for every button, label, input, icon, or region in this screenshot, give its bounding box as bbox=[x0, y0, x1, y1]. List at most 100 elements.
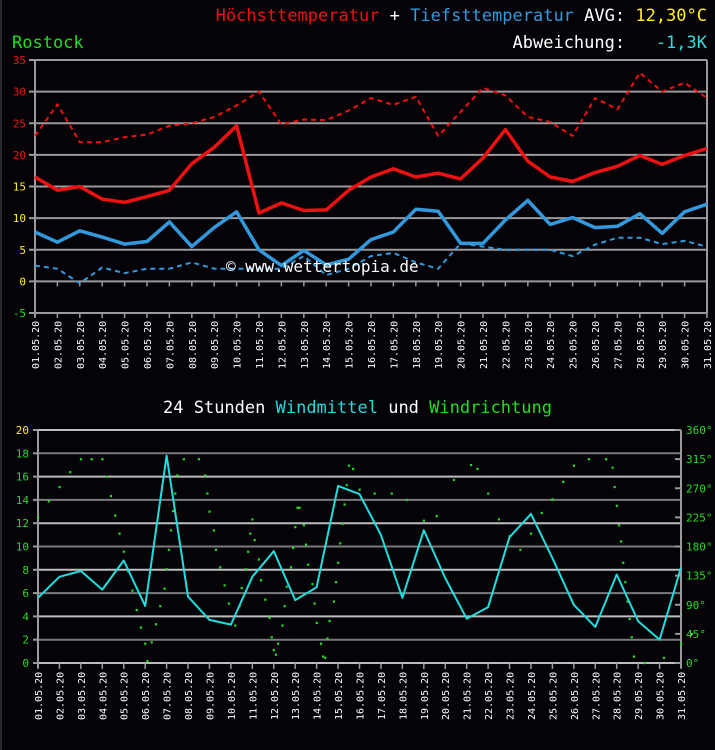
wind-direction-dot bbox=[519, 548, 522, 551]
x-tick-label: 29.05.20 bbox=[658, 321, 669, 369]
y-tick-label: 25 bbox=[13, 117, 26, 130]
y-right-tick-label: 270° bbox=[686, 482, 713, 495]
series-line bbox=[34, 198, 708, 268]
x-tick-label: 27.05.20 bbox=[613, 321, 624, 369]
tmin-legend: Tiefsttemperatur bbox=[410, 6, 574, 26]
x-tick-label: 07.05.20 bbox=[163, 672, 174, 720]
x-tick-label: 09.05.20 bbox=[205, 672, 216, 720]
x-tick-label: 27.05.20 bbox=[591, 672, 602, 720]
y-tick-label: 30 bbox=[13, 86, 26, 99]
y-tick-label: 35 bbox=[13, 54, 26, 67]
wind-direction-dot bbox=[319, 642, 323, 645]
wind-direction-dot bbox=[358, 488, 361, 491]
y-tick-label: 14 bbox=[16, 494, 30, 507]
y-tick-label: 0 bbox=[22, 657, 29, 670]
x-tick-label: 10.05.20 bbox=[227, 672, 238, 720]
avg-value: 12,30°C bbox=[635, 6, 707, 26]
wind-direction-dot bbox=[206, 492, 209, 495]
wind-direction-dot bbox=[283, 605, 286, 608]
tmax-legend: Höchsttemperatur bbox=[215, 6, 380, 26]
chart-title-wind: 24 Stunden Windmittel und Windrichtung bbox=[0, 398, 715, 418]
x-tick-label: 18.05.20 bbox=[412, 321, 423, 369]
wind-title-prefix: 24 Stunden bbox=[163, 398, 276, 418]
x-tick-label: 29.05.20 bbox=[634, 672, 645, 720]
x-tick-label: 17.05.20 bbox=[389, 321, 400, 369]
wind-direction-dot bbox=[227, 602, 230, 605]
wind-direction-dot bbox=[343, 503, 346, 506]
wind-direction-dot bbox=[244, 568, 248, 571]
x-tick-label: 30.05.20 bbox=[656, 672, 667, 720]
x-tick-label: 11.05.20 bbox=[248, 672, 259, 720]
wind-direction-dot bbox=[122, 550, 125, 553]
wind-direction-dot bbox=[307, 563, 310, 566]
x-tick-label: 28.05.20 bbox=[636, 321, 647, 369]
wind-direction-dot bbox=[69, 471, 72, 474]
series-line-dashed bbox=[34, 71, 708, 144]
wind-direction-dot bbox=[311, 583, 314, 586]
y-tick-label: 18 bbox=[16, 447, 29, 460]
x-tick-label: 12.05.20 bbox=[277, 321, 288, 369]
y-tick-label: 0 bbox=[19, 275, 26, 288]
series-line bbox=[34, 124, 708, 215]
wind-direction-dot bbox=[176, 474, 179, 477]
x-tick-label: 22.05.20 bbox=[484, 672, 495, 720]
wind-direction-dot bbox=[197, 458, 200, 461]
x-tick-label: 22.05.20 bbox=[501, 321, 512, 369]
wind-direction-dot bbox=[347, 464, 350, 467]
x-tick-label: 18.05.20 bbox=[398, 672, 409, 720]
wind-direction-dot bbox=[390, 492, 393, 495]
x-tick-label: 08.05.20 bbox=[188, 321, 199, 369]
x-tick-label: 14.05.20 bbox=[313, 672, 324, 720]
y-right-tick-label: 360° bbox=[686, 424, 713, 437]
wind-direction-dot bbox=[90, 458, 93, 461]
wind-direction-dot bbox=[253, 539, 256, 542]
wind-direction-dot bbox=[169, 529, 173, 532]
x-tick-label: 09.05.20 bbox=[210, 321, 221, 369]
wind-direction-dot bbox=[352, 467, 355, 471]
x-tick-label: 04.05.20 bbox=[98, 321, 109, 369]
wind-direction-dot bbox=[345, 484, 348, 487]
wind-direction-dot bbox=[223, 584, 226, 587]
wind-direction-dot bbox=[435, 515, 438, 518]
wind-direction-dot bbox=[285, 585, 288, 588]
wind-direction-dot bbox=[159, 605, 162, 608]
wind-direction-dot bbox=[264, 598, 267, 601]
x-tick-label: 25.05.20 bbox=[569, 321, 580, 369]
x-tick-label: 16.05.20 bbox=[367, 321, 378, 369]
x-tick-label: 30.05.20 bbox=[681, 321, 692, 369]
wind-direction-dot bbox=[422, 519, 425, 522]
wind-direction-dot bbox=[268, 616, 271, 619]
x-tick-label: 07.05.20 bbox=[165, 321, 176, 369]
x-tick-label: 05.05.20 bbox=[121, 321, 132, 369]
wind-direction-dot bbox=[529, 532, 533, 535]
chart-title-temperature: Höchsttemperatur + Tiefsttemperatur AVG:… bbox=[216, 6, 707, 26]
wind-direction-dot bbox=[182, 458, 185, 461]
y-right-tick-label: 315° bbox=[686, 453, 713, 466]
wind-direction-dot bbox=[617, 524, 621, 527]
wind-direction-dot bbox=[540, 511, 543, 515]
x-tick-label: 21.05.20 bbox=[479, 321, 490, 369]
x-tick-label: 01.05.20 bbox=[31, 321, 42, 369]
x-tick-label: 13.05.20 bbox=[291, 672, 302, 720]
wind-direction-dot bbox=[322, 655, 325, 658]
wind-direction-dot bbox=[611, 466, 614, 469]
wind-direction-dot bbox=[628, 617, 631, 621]
wind-direction-dot bbox=[624, 581, 627, 584]
wind-direction-dot bbox=[626, 600, 629, 603]
deviation-label: Abweichung: bbox=[512, 33, 656, 53]
wind-direction-dot bbox=[208, 510, 211, 513]
x-tick-label: 06.05.20 bbox=[143, 321, 154, 369]
y-right-tick-label: 180° bbox=[686, 541, 713, 554]
wind-direction-dot bbox=[114, 514, 117, 517]
wind-title-middle: und bbox=[377, 398, 430, 418]
wind-direction-dot bbox=[150, 641, 153, 644]
x-tick-label: 03.05.20 bbox=[76, 321, 87, 369]
y-right-tick-label: 0° bbox=[686, 657, 699, 670]
wind-direction-dot bbox=[334, 581, 338, 584]
wind-direction-dot bbox=[497, 518, 501, 521]
wind-direction-dot bbox=[339, 542, 342, 545]
x-tick-label: 23.05.20 bbox=[506, 672, 517, 720]
wind-direction-dot bbox=[251, 518, 254, 521]
wind-direction-dot bbox=[204, 474, 207, 477]
wind-direction-dot bbox=[551, 498, 554, 501]
